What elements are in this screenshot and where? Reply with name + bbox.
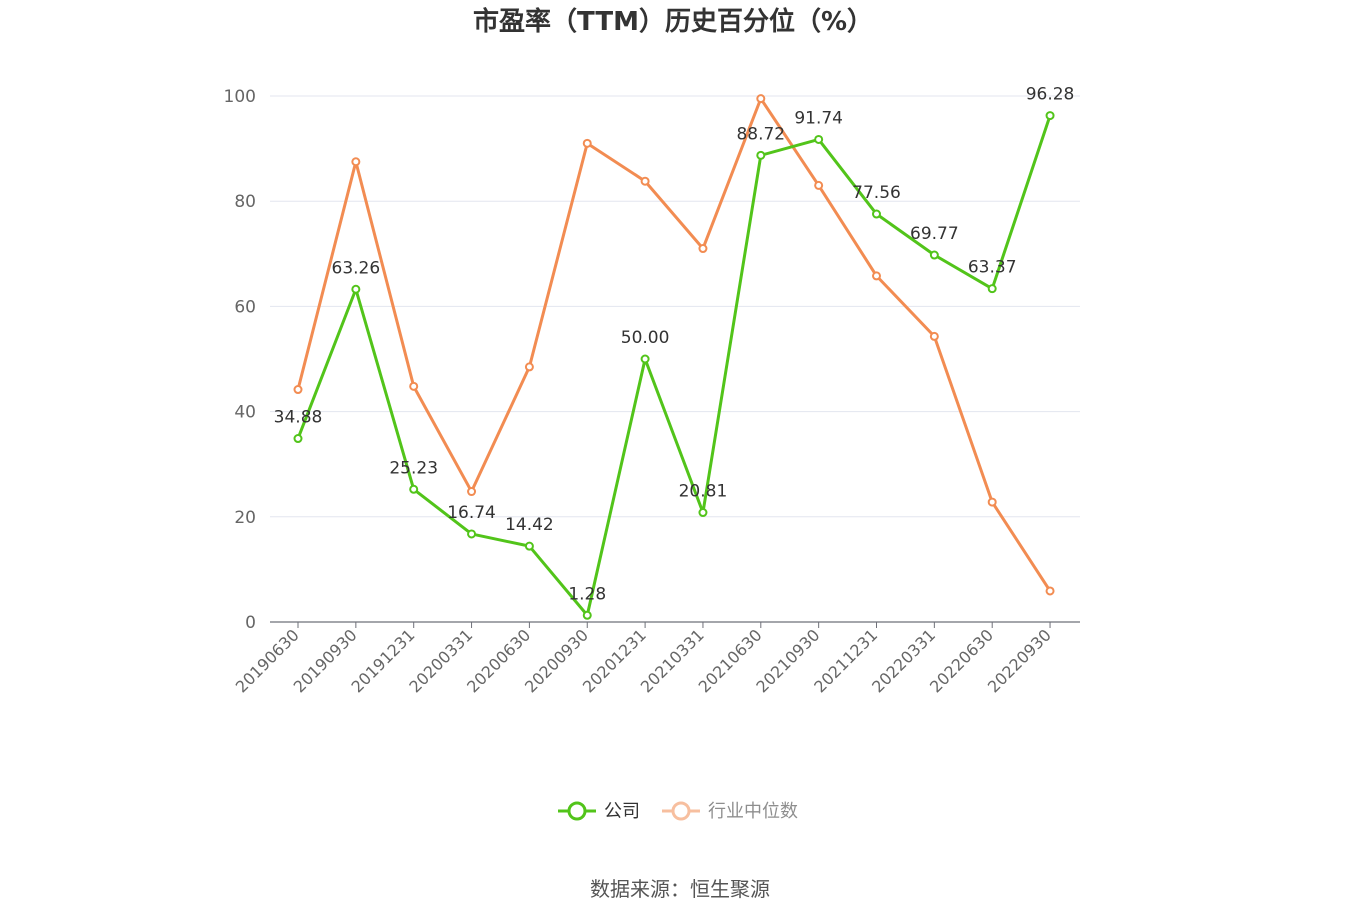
company-point <box>640 354 650 364</box>
company-data-label: 69.77 <box>910 224 959 244</box>
y-tick-label: 40 <box>234 403 256 423</box>
company-point <box>524 541 534 551</box>
industry-median-point <box>814 180 824 190</box>
y-tick-label: 20 <box>234 508 256 528</box>
y-tick-label: 80 <box>234 192 256 212</box>
company-data-label: 1.28 <box>568 584 606 604</box>
y-tick-label: 0 <box>245 613 256 633</box>
company-data-label: 34.88 <box>274 408 323 428</box>
industry-median-point <box>524 362 534 372</box>
chart-title: 市盈率（TTM）历史百分位（%） <box>473 6 873 37</box>
industry-median-point <box>987 497 997 507</box>
industry-median-point <box>929 331 939 341</box>
legend-label: 公司 <box>604 801 640 822</box>
legend-marker <box>567 801 587 821</box>
company-data-label: 63.26 <box>332 258 381 278</box>
company-data-label: 88.72 <box>736 124 785 144</box>
company-data-label: 25.23 <box>389 458 438 478</box>
grid <box>270 95 1080 518</box>
company-data-label: 91.74 <box>794 108 843 128</box>
company-point <box>293 434 303 444</box>
industry-median-series-line <box>296 97 1052 592</box>
company-point <box>409 484 419 494</box>
industry-median-point <box>409 381 419 391</box>
legend: 公司 行业中位数 <box>558 801 798 822</box>
company-point <box>756 150 766 160</box>
company-data-label: 50.00 <box>621 328 670 348</box>
industry-median-point <box>293 385 303 395</box>
series-layer <box>293 94 1055 620</box>
company-point <box>872 209 881 219</box>
data-labels: 34.88 63.26 25.23 16.74 14.42 1.28 50.00 20.81 8… <box>274 85 1075 605</box>
company-data-label: 20.81 <box>679 482 728 502</box>
industry-median-point <box>698 244 708 254</box>
industry-median-point <box>467 487 477 497</box>
y-tick-label: 60 <box>234 297 256 317</box>
legend-label: 行业中位数 <box>708 801 798 822</box>
company-data-label: 63.37 <box>968 258 1017 278</box>
source-note: 数据来源：恒生聚源 <box>590 877 770 901</box>
industry-median-point <box>872 271 881 281</box>
company-series-line <box>296 115 1052 617</box>
legend-industry-median[interactable]: 行业中位数 <box>662 801 798 822</box>
company-data-label: 16.74 <box>447 503 496 523</box>
company-data-label: 96.28 <box>1026 85 1075 105</box>
company-point <box>467 529 477 539</box>
x-tick-label: 20220930 <box>984 625 1055 696</box>
industry-median-point <box>351 157 361 167</box>
company-data-label: 14.42 <box>505 515 554 535</box>
company-point <box>1045 111 1055 121</box>
company-point <box>582 610 592 620</box>
company-point <box>929 250 939 260</box>
industry-median-point <box>1045 586 1055 596</box>
company-point <box>351 284 361 294</box>
company-data-label: 77.56 <box>852 183 901 203</box>
company-point <box>814 134 824 144</box>
company-point <box>987 284 997 294</box>
legend-company[interactable]: 公司 <box>558 801 640 822</box>
legend-marker <box>671 801 691 821</box>
industry-median-point <box>582 138 592 148</box>
industry-median-point <box>640 176 650 186</box>
y-tick-label: 100 <box>224 87 256 107</box>
company-point <box>698 508 708 518</box>
industry-median-point <box>756 94 766 104</box>
